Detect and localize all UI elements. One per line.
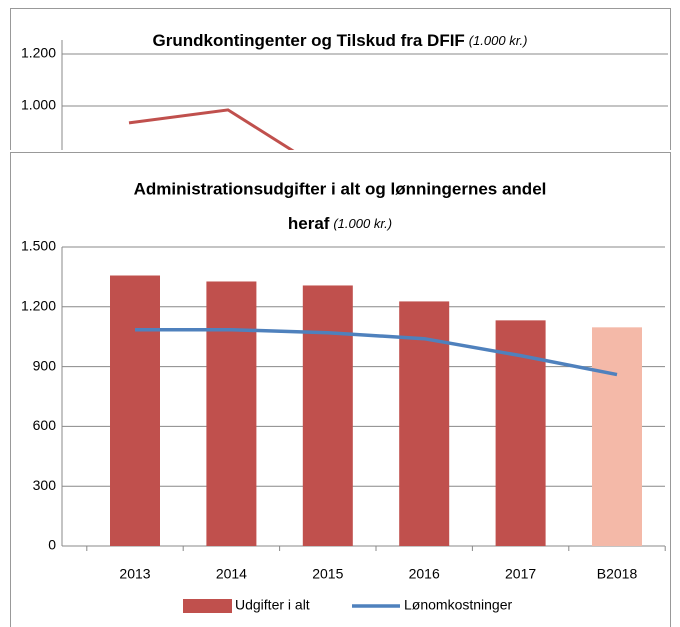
x-tick-label: 2015 [312,566,343,582]
x-tick-label: 2017 [505,566,536,582]
legend-label: Lønomkostninger [404,597,513,613]
y-tick-label: 300 [33,477,57,493]
y-tick-label: 0 [48,537,56,553]
chart-title: heraf (1.000 kr.) [288,214,392,233]
legend-swatch [183,599,232,613]
title-main: heraf [288,214,330,233]
y-tick-label: 1.000 [21,97,56,113]
bottom-chart: Administrationsudgifter i alt og lønning… [10,152,671,627]
bar [302,285,353,546]
legend-label: Udgifter i alt [235,597,310,613]
chart-title: Grundkontingenter og Tilskud fra DFIF (1… [153,31,528,50]
line-series [128,108,295,150]
y-tick-label: 900 [33,357,57,373]
bar [206,281,257,546]
bar [110,275,160,546]
x-tick-label: B2018 [597,566,638,582]
bar [592,327,642,546]
title-main: Grundkontingenter og Tilskud fra DFIF [153,31,465,50]
y-tick-label: 600 [33,417,57,433]
chart-title: Administrationsudgifter i alt og lønning… [134,179,547,198]
chart-frame [10,8,671,150]
x-tick-label: 2013 [119,566,150,582]
x-tick-label: 2014 [216,566,247,582]
y-tick-label: 1.200 [21,45,56,61]
title-note: (1.000 kr.) [469,33,528,48]
y-tick-label: 1.200 [21,298,56,314]
y-tick-label: 1.500 [21,238,56,254]
x-tick-label: 2016 [409,566,440,582]
top-chart: Grundkontingenter og Tilskud fra DFIF (1… [10,8,671,150]
line-series [135,327,618,377]
title-note: (1.000 kr.) [333,216,392,231]
